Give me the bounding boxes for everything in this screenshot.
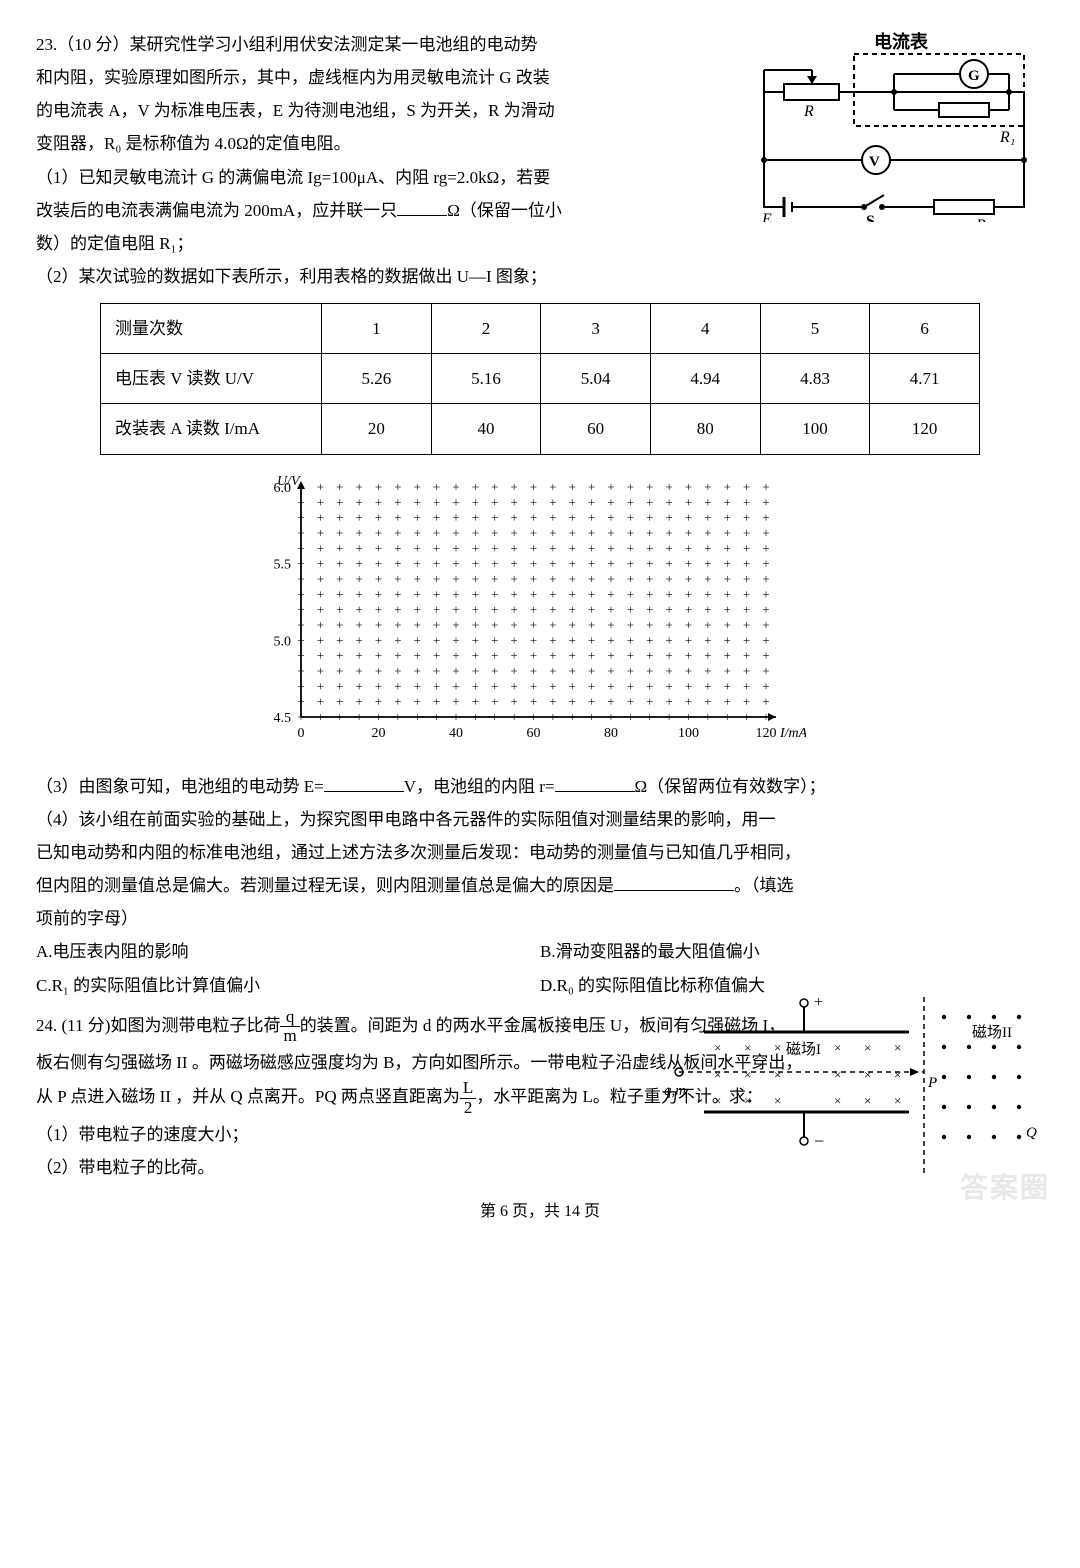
- svg-text:×: ×: [864, 1067, 871, 1082]
- svg-text:40: 40: [449, 726, 463, 741]
- svg-text:R₁: R₁: [999, 129, 1015, 146]
- q23-points: （10 分）: [57, 35, 129, 54]
- svg-text:×: ×: [894, 1093, 901, 1108]
- svg-text:×: ×: [864, 1093, 871, 1108]
- frac-qm: qm: [280, 1008, 299, 1046]
- svg-text:60: 60: [527, 726, 541, 741]
- ui-chart: 4.55.05.56.0020406080100120U/VI/mA: [246, 469, 806, 760]
- circuit-title-label: 电流表: [874, 32, 929, 52]
- svg-text:V: V: [869, 154, 880, 170]
- svg-text:R: R: [803, 103, 814, 120]
- svg-text:S: S: [866, 213, 875, 222]
- blank-reason: [614, 873, 734, 891]
- svg-text:×: ×: [714, 1067, 721, 1082]
- blank-r: [555, 774, 635, 792]
- svg-text:I/mA: I/mA: [779, 726, 806, 741]
- svg-text:q,m: q,m: [664, 1083, 686, 1099]
- q24-points: (11 分): [62, 1016, 111, 1035]
- q23-part2: （2）某次试验的数据如下表所示，利用表格的数据做出 U—I 图象；: [36, 260, 1044, 293]
- svg-text:×: ×: [744, 1040, 751, 1055]
- svg-text:×: ×: [834, 1067, 841, 1082]
- svg-text:×: ×: [864, 1040, 871, 1055]
- svg-text:100: 100: [678, 726, 699, 741]
- svg-text:0: 0: [298, 726, 305, 741]
- svg-text:磁场I: 磁场I: [786, 1041, 821, 1058]
- svg-text:×: ×: [894, 1040, 901, 1055]
- svg-text:120: 120: [756, 726, 777, 741]
- q24-figure: + − q,m ×××××× ×××××× ×××××× 磁场I 磁场II P …: [664, 987, 1044, 1187]
- svg-text:U/V: U/V: [277, 474, 301, 489]
- q23-intro: 23.（10 分）某研究性学习小组利用伏安法测定某一电池组的电动势 和内阻，实验…: [36, 28, 696, 260]
- svg-text:×: ×: [774, 1093, 781, 1108]
- q23-part4: （4）该小组在前面实验的基础上，为探究图甲电路中各元器件的实际阻值对测量结果的影…: [36, 803, 1044, 936]
- page-footer: 第 6 页，共 14 页: [36, 1196, 1044, 1227]
- svg-text:磁场II: 磁场II: [972, 1024, 1012, 1041]
- svg-text:×: ×: [774, 1067, 781, 1082]
- circuit-diagram: 电流表 E S R₀: [744, 32, 1044, 222]
- svg-text:5.5: 5.5: [274, 557, 292, 572]
- svg-text:E: E: [761, 211, 772, 222]
- svg-text:×: ×: [714, 1040, 721, 1055]
- frac-l2: L2: [460, 1079, 476, 1117]
- svg-text:5.0: 5.0: [274, 634, 292, 649]
- data-table: 测量次数 1 2 3 4 5 6 电压表 V 读数 U/V 5.26 5.16 …: [100, 303, 980, 454]
- svg-text:+: +: [814, 994, 823, 1011]
- svg-text:P: P: [927, 1075, 937, 1091]
- svg-text:4.5: 4.5: [274, 711, 292, 726]
- svg-text:×: ×: [714, 1093, 721, 1108]
- option-b: B.滑动变阻器的最大阻值偏小: [540, 935, 1044, 968]
- q23-number: 23.: [36, 35, 57, 54]
- svg-text:G: G: [968, 68, 980, 84]
- svg-text:80: 80: [604, 726, 618, 741]
- svg-text:×: ×: [774, 1040, 781, 1055]
- svg-text:Q: Q: [1026, 1125, 1037, 1141]
- option-a: A.电压表内阻的影响: [36, 935, 540, 968]
- svg-text:−: −: [814, 1131, 824, 1151]
- blank-emf: [324, 774, 404, 792]
- svg-text:×: ×: [834, 1040, 841, 1055]
- svg-text:×: ×: [834, 1093, 841, 1108]
- svg-text:×: ×: [744, 1093, 751, 1108]
- svg-text:×: ×: [894, 1067, 901, 1082]
- q23-part3: （3）由图象可知，电池组的电动势 E=V，电池组的内阻 r=Ω（保留两位有效数字…: [36, 770, 1044, 803]
- option-c: C.R₁ 的实际阻值比计算值偏小: [36, 969, 540, 1002]
- blank-r1: [397, 198, 447, 216]
- q24-number: 24.: [36, 1016, 57, 1035]
- svg-text:20: 20: [372, 726, 386, 741]
- svg-text:R₀: R₀: [975, 217, 991, 222]
- svg-text:×: ×: [744, 1067, 751, 1082]
